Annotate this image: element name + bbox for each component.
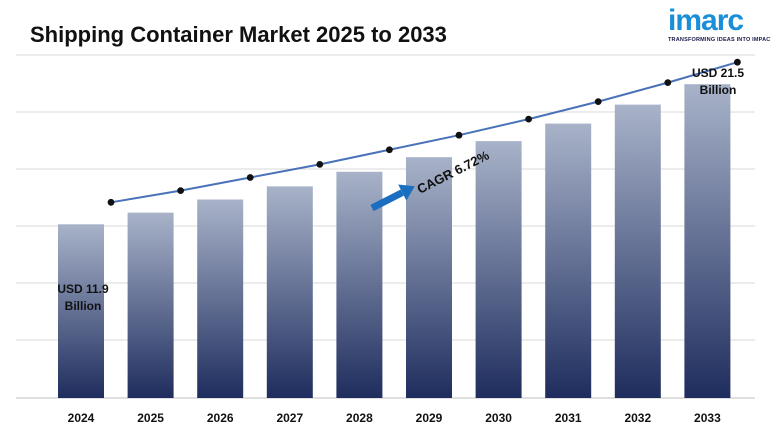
x-tick-2024: 2024: [68, 411, 95, 425]
trend-point-2033: [734, 58, 741, 66]
trend-point-2030: [525, 115, 532, 123]
trend-point-2029: [455, 131, 463, 139]
x-tick-2032: 2032: [624, 411, 651, 425]
trend-polyline: [110, 61, 738, 204]
bar-2024: [58, 224, 104, 398]
trend-point-2026: [246, 174, 254, 181]
cagr-arrow-shaft: [370, 189, 404, 212]
end-value-label: USD 21.5: [692, 66, 744, 80]
cagr-arrow-head: [398, 184, 415, 201]
trend-point-2028: [386, 146, 393, 154]
bar-2026: [197, 199, 244, 398]
bar-2033: [684, 84, 731, 398]
x-axis-ticks: 2024 2025 2026 2027 2028 2029 2030 2031 2032 2033: [68, 411, 721, 425]
trend-line: [107, 58, 741, 206]
bar-2025: [127, 212, 174, 398]
trend-point-2031: [594, 98, 602, 105]
trend-point-2024: [107, 198, 115, 206]
x-tick-2027: 2027: [276, 411, 303, 425]
bar-2030: [475, 141, 522, 398]
bars: [58, 84, 731, 398]
page-title: Shipping Container Market 2025 to 2033: [30, 22, 447, 47]
x-tick-2033: 2033: [694, 411, 721, 425]
imarc-logo: imarc TRANSFORMING IDEAS INTO IMPACT: [668, 4, 771, 46]
logo-word: imarc: [668, 4, 744, 37]
x-tick-2028: 2028: [346, 411, 373, 425]
bar-2027: [266, 186, 313, 398]
x-tick-2030: 2030: [485, 411, 512, 425]
x-tick-2026: 2026: [207, 411, 234, 425]
cagr-arrow-icon: [370, 184, 415, 212]
x-tick-2025: 2025: [137, 411, 164, 425]
logo-tagline: TRANSFORMING IDEAS INTO IMPACT: [668, 37, 771, 43]
end-value-label: Billion: [700, 83, 737, 97]
trend-point-2032: [664, 79, 672, 87]
bar-2029: [406, 157, 452, 398]
start-value-label: USD 11.9: [57, 282, 109, 296]
trend-point-2027: [316, 160, 324, 168]
bar-2032: [614, 104, 661, 398]
x-tick-2031: 2031: [555, 411, 582, 425]
start-value-label: Billion: [65, 299, 102, 313]
x-tick-2029: 2029: [416, 411, 443, 425]
bar-2031: [545, 123, 592, 398]
trend-point-2025: [177, 187, 185, 195]
